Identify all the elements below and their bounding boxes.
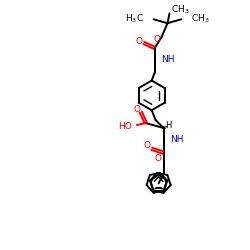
- Text: NH: NH: [170, 135, 184, 144]
- Text: O: O: [133, 105, 140, 114]
- Text: O: O: [153, 34, 160, 43]
- Text: CH$_3$: CH$_3$: [172, 3, 190, 16]
- Text: NH: NH: [162, 55, 175, 64]
- Text: HO: HO: [118, 122, 132, 130]
- Text: O: O: [154, 154, 161, 163]
- Text: O: O: [143, 141, 150, 150]
- Text: O: O: [135, 36, 142, 46]
- Text: CH$_3$: CH$_3$: [191, 12, 210, 24]
- Text: H: H: [165, 120, 172, 130]
- Text: H$_3$C: H$_3$C: [125, 12, 144, 24]
